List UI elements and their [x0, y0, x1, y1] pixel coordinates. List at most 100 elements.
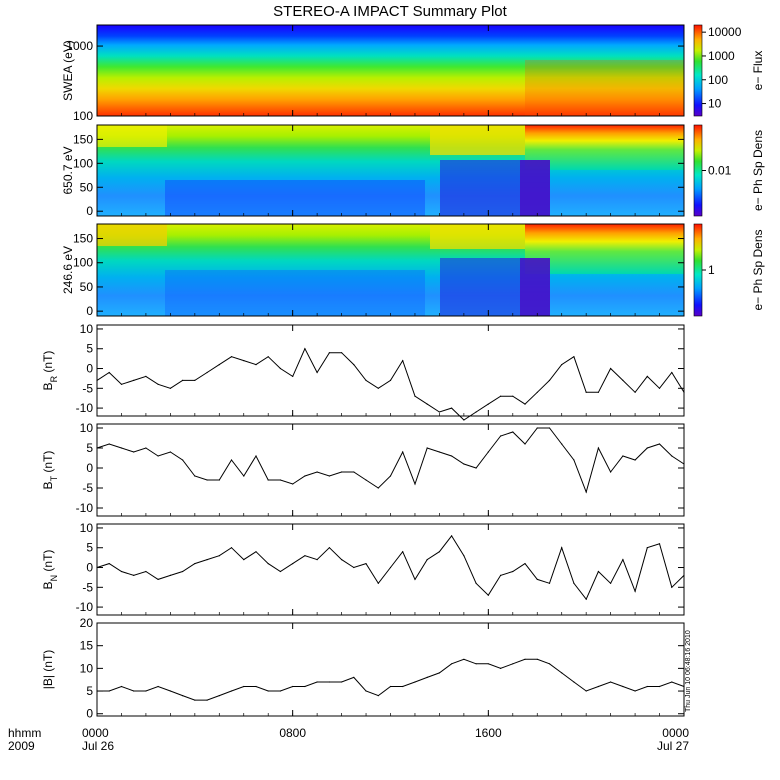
- data-point-BT: [279, 479, 281, 481]
- data-point-BR: [597, 391, 600, 393]
- data-point-BR: [683, 391, 685, 393]
- data-point-BR: [536, 391, 538, 393]
- y-tick-label: 10: [80, 322, 94, 336]
- data-point-BN: [328, 547, 330, 549]
- data-point-BN: [683, 574, 685, 577]
- data-point-BT: [500, 435, 502, 437]
- bmag-frame: [96, 622, 685, 717]
- data-point-Bmag: [365, 690, 367, 692]
- data-point-BT: [512, 431, 514, 433]
- data-point-BN: [512, 570, 514, 573]
- data-point-Bmag: [279, 690, 281, 692]
- data-point-BR: [622, 379, 624, 381]
- data-point-Bmag: [145, 690, 147, 692]
- data-point-BN: [120, 570, 123, 573]
- data-point-BR: [463, 419, 465, 421]
- time-tick-label: 0000: [662, 726, 689, 740]
- y-tick-label: 5: [86, 342, 93, 356]
- data-point-Bmag: [304, 685, 306, 688]
- data-point-Bmag: [536, 658, 538, 660]
- data-point-Bmag: [182, 695, 184, 697]
- data-point-BN: [316, 559, 318, 561]
- data-point-BR: [316, 371, 318, 374]
- data-point-Bmag: [610, 681, 612, 683]
- data-point-BT: [524, 443, 526, 445]
- data-point-Bmag: [255, 685, 257, 688]
- data-point-BR: [389, 379, 392, 381]
- data-point-BN: [353, 566, 355, 569]
- data-point-BN: [548, 582, 551, 584]
- generation-timestamp: Thu Jun 10 06:48:16 2010: [685, 630, 692, 712]
- data-point-BT: [218, 479, 220, 481]
- pad246-colorbar: [693, 223, 703, 317]
- colorbar-label: e− Ph Sp Dens: [751, 229, 765, 310]
- bt-frame: [96, 423, 685, 517]
- data-point-BR: [218, 364, 220, 366]
- series-line-BR: [96, 347, 685, 421]
- data-point-BR: [194, 379, 196, 381]
- data-point-BR: [328, 352, 330, 354]
- data-point-BT: [610, 471, 612, 473]
- plot-title: STEREO-A IMPACT Summary Plot: [273, 3, 507, 20]
- data-point-BR: [377, 387, 379, 389]
- y-tick-label: 5: [86, 684, 93, 698]
- data-point-BN: [597, 570, 600, 573]
- data-point-Bmag: [585, 690, 587, 692]
- data-point-BT: [646, 447, 648, 449]
- data-point-BN: [561, 547, 563, 549]
- y-tick-label: 100: [73, 256, 93, 270]
- y-tick-label: 15: [80, 639, 94, 653]
- panel-ylabel: 246.6 eV: [61, 246, 75, 294]
- data-point-Bmag: [316, 681, 318, 683]
- y-tick-label: 20: [80, 616, 94, 630]
- data-point-BT: [353, 471, 355, 473]
- time-axis-row-label-1: hhmm: [8, 726, 41, 740]
- y-tick-label: 10: [80, 421, 94, 435]
- data-point-BN: [267, 563, 269, 565]
- data-point-BR: [304, 348, 306, 350]
- data-point-BR: [426, 403, 428, 405]
- data-point-BN: [389, 566, 392, 569]
- swea-colorbar: [693, 24, 703, 117]
- data-point-BN: [536, 578, 538, 581]
- data-point-BR: [610, 367, 612, 370]
- data-point-BR: [267, 356, 269, 358]
- data-point-BT: [561, 443, 563, 445]
- data-point-Bmag: [500, 667, 502, 670]
- y-tick-label: -10: [76, 401, 94, 415]
- data-point-BR: [206, 371, 208, 374]
- data-point-Bmag: [120, 685, 123, 688]
- data-point-Bmag: [658, 685, 661, 688]
- colorbar-tick-label: 10: [708, 97, 722, 111]
- data-point-BT: [451, 455, 453, 457]
- y-tick-label: 50: [80, 180, 94, 194]
- data-point-BN: [292, 563, 294, 565]
- data-point-BT: [634, 459, 636, 461]
- data-point-BN: [524, 563, 526, 565]
- data-point-BT: [133, 451, 135, 453]
- data-point-Bmag: [389, 685, 392, 688]
- data-point-BR: [120, 383, 123, 385]
- data-point-BN: [451, 535, 453, 537]
- data-point-BR: [243, 360, 245, 362]
- data-point-BR: [353, 364, 355, 366]
- data-point-BR: [279, 367, 281, 370]
- data-point-BT: [658, 443, 661, 445]
- data-point-BT: [120, 447, 123, 449]
- colorbar-tick-label: 1: [708, 263, 715, 277]
- data-point-BT: [292, 483, 294, 485]
- data-point-BR: [646, 375, 648, 377]
- colorbar-label: e− Ph Sp Dens: [751, 130, 765, 211]
- y-tick-label: 0: [86, 561, 93, 575]
- data-point-Bmag: [634, 690, 636, 692]
- time-tick-label: 0800: [279, 726, 306, 740]
- data-point-BR: [255, 364, 257, 366]
- data-point-BR: [182, 379, 184, 381]
- data-point-BR: [585, 391, 587, 393]
- data-point-Bmag: [377, 695, 379, 697]
- data-point-BT: [365, 479, 367, 481]
- panel-ylabel: BT (nT): [41, 451, 59, 490]
- data-point-Bmag: [512, 663, 514, 665]
- data-point-Bmag: [426, 676, 428, 679]
